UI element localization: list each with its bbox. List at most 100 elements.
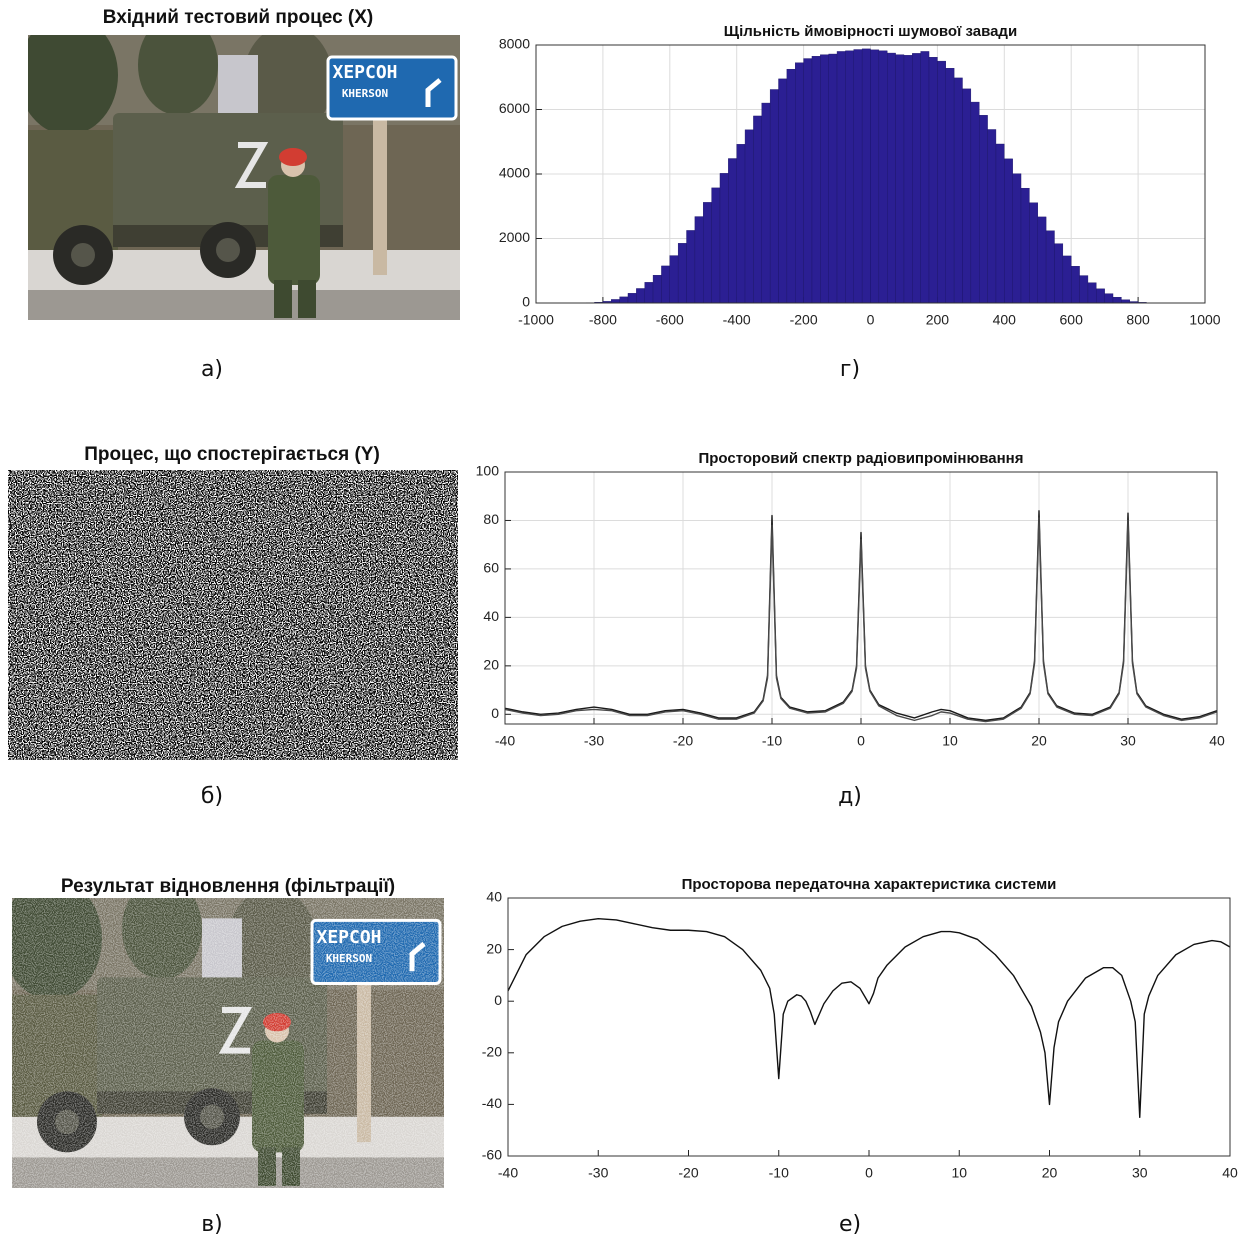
x-tick-label: -400 <box>723 312 751 328</box>
histogram-bar <box>971 102 979 303</box>
histogram-bar <box>962 89 970 303</box>
chart-title: Щільність ймовірності шумової завади <box>724 23 1017 40</box>
x-tick-label: 800 <box>1126 312 1150 328</box>
sign-text: KHERSON <box>326 952 372 965</box>
histogram-bar <box>670 256 678 303</box>
histogram-bar <box>762 103 770 303</box>
image-title: Вхідний тестовий процес (X) <box>103 7 374 28</box>
histogram-bar <box>1113 297 1121 303</box>
histogram-bar <box>996 144 1004 303</box>
histogram-bar <box>1004 159 1012 303</box>
x-tick-label: -200 <box>790 312 818 328</box>
histogram-bar <box>779 79 787 303</box>
x-tick-label: 30 <box>1132 1165 1148 1181</box>
histogram-bar <box>946 68 954 303</box>
image-title: Процес, що спостерігається (Y) <box>84 444 380 465</box>
histogram-bar <box>795 63 803 303</box>
y-tick-label: 0 <box>491 705 499 721</box>
y-tick-label: 0 <box>494 992 502 1008</box>
panel-caption: д) <box>838 784 862 809</box>
histogram-bar <box>1088 283 1096 303</box>
panel-caption: е) <box>839 1212 861 1237</box>
y-tick-label: 0 <box>522 294 530 310</box>
histogram-bar <box>954 78 962 303</box>
histogram-bar <box>1013 174 1021 303</box>
x-tick-label: 40 <box>1222 1165 1238 1181</box>
histogram-bar <box>787 69 795 303</box>
histogram-bar <box>829 54 837 303</box>
x-tick-label: -40 <box>498 1165 518 1181</box>
x-tick-label: -800 <box>589 312 617 328</box>
histogram-bar <box>695 217 703 303</box>
histogram-bar <box>712 188 720 303</box>
y-tick-label: 2000 <box>499 229 530 245</box>
histogram-bar <box>720 173 728 303</box>
histogram-bar <box>921 51 929 303</box>
histogram-bar <box>896 55 904 303</box>
x-tick-label: -40 <box>495 733 515 749</box>
x-tick-label: 600 <box>1060 312 1084 328</box>
histogram-bar <box>620 297 628 303</box>
histogram-bar <box>845 51 853 303</box>
x-tick-label: 200 <box>926 312 950 328</box>
histogram-bar <box>879 51 887 303</box>
sign-text: ХЕРСОН <box>316 927 381 948</box>
x-tick-label: 1000 <box>1189 312 1220 328</box>
panel-caption: г) <box>840 357 860 382</box>
histogram-bar <box>1071 266 1079 303</box>
x-tick-label: 20 <box>1042 1165 1058 1181</box>
histogram-bar <box>737 144 745 303</box>
x-tick-label: 10 <box>942 733 958 749</box>
y-tick-label: 4000 <box>499 165 530 181</box>
y-tick-label: -60 <box>482 1147 502 1163</box>
histogram-bar <box>661 266 669 303</box>
y-tick-label: 8000 <box>499 36 530 52</box>
x-tick-label: 40 <box>1209 733 1225 749</box>
y-tick-label: 40 <box>483 608 499 624</box>
histogram-bar <box>862 49 870 303</box>
histogram-bar <box>904 55 912 303</box>
histogram-bar <box>745 130 753 303</box>
panel-caption: в) <box>201 1212 223 1237</box>
histogram-bar <box>1063 256 1071 303</box>
y-tick-label: -20 <box>482 1044 502 1060</box>
histogram-bar <box>1021 188 1029 303</box>
y-tick-label: 20 <box>486 940 502 956</box>
histogram-bar <box>871 50 879 303</box>
histogram-bar <box>1080 276 1088 303</box>
image-title: Результат відновлення (фільтрації) <box>61 876 395 897</box>
panel-caption: а) <box>201 357 223 382</box>
panel-caption: б) <box>201 784 223 809</box>
x-tick-label: -1000 <box>518 312 554 328</box>
x-tick-label: -600 <box>656 312 684 328</box>
histogram-bar <box>753 116 761 303</box>
x-tick-label: -10 <box>762 733 782 749</box>
x-tick-label: 10 <box>951 1165 967 1181</box>
histogram-bar <box>653 275 661 303</box>
histogram-bar <box>1029 203 1037 303</box>
histogram-bar <box>988 129 996 303</box>
histogram-bar <box>628 293 636 303</box>
histogram-bar <box>854 50 862 303</box>
y-tick-label: 100 <box>476 463 500 479</box>
x-tick-label: -30 <box>584 733 604 749</box>
chart-title: Просторовий спектр радіовипромінювання <box>698 450 1023 467</box>
plot-area <box>508 898 1230 1156</box>
x-tick-label: 30 <box>1120 733 1136 749</box>
histogram-bar <box>728 159 736 303</box>
histogram-bar <box>678 243 686 303</box>
histogram-bar <box>820 55 828 303</box>
y-tick-label: 80 <box>483 511 499 527</box>
histogram-bar <box>937 61 945 303</box>
histogram-bar <box>1096 289 1104 303</box>
x-tick-label: -20 <box>678 1165 698 1181</box>
histogram-bar <box>611 299 619 303</box>
x-tick-label: -30 <box>588 1165 608 1181</box>
y-tick-label: -40 <box>482 1095 502 1111</box>
x-tick-label: -10 <box>769 1165 789 1181</box>
histogram-bar <box>636 288 644 303</box>
x-tick-label: 400 <box>993 312 1017 328</box>
histogram-bar <box>837 51 845 303</box>
y-tick-label: 20 <box>483 657 499 673</box>
y-tick-label: 60 <box>483 560 499 576</box>
